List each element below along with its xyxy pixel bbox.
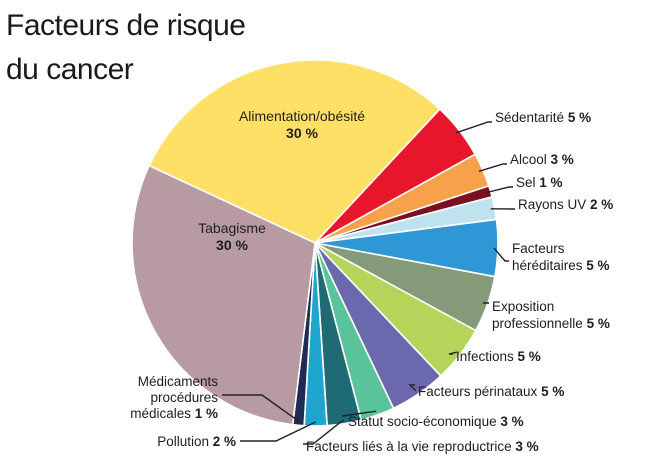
slice-value-rayons-uv: 2 % [590, 197, 613, 212]
leader-line-alcool [478, 163, 507, 172]
leader-lines [222, 121, 515, 445]
slice-label-tabagisme: Tabagisme [198, 220, 266, 236]
slice-value-statut-socio-economique: 3 % [500, 414, 523, 429]
slice-label-rayons-uv: Rayons UV 2 % [518, 197, 613, 212]
slice-value-facteurs-hereditaires: 5 % [586, 258, 609, 273]
slice-value-facteurs-lies-a-la-vie-reproductrice: 3 % [515, 439, 538, 454]
pie-slice-tabagisme [131, 164, 316, 426]
slice-label-medicaments-procedures-medicales-line-2: procédures [150, 390, 218, 405]
slice-value-exposition-professionnelle: 5 % [587, 316, 610, 331]
leader-line-facteurs-hereditaires [493, 247, 509, 262]
leader-line-sel [486, 186, 513, 194]
slice-label-alimentation-obesite: Alimentation/obésité [239, 108, 365, 124]
slice-value-pollution: 2 % [213, 434, 236, 449]
slice-value-tabagisme: 30 % [216, 237, 248, 253]
slice-label-statut-socio-economique: Statut socio-économique 3 % [348, 414, 524, 429]
leader-line-facteurs-lies-a-la-vie-reproductrice [303, 419, 345, 445]
slice-label-infections: Infections 5 % [456, 349, 541, 364]
slice-label-alcool: Alcool 3 % [510, 152, 574, 167]
slice-label-facteurs-hereditaires-line-2: héréditaires 5 % [512, 258, 610, 273]
slice-label-facteurs-lies-a-la-vie-reproductrice: Facteurs liés à la vie reproductrice 3 % [306, 439, 539, 454]
slice-label-facteurs-perinataux: Facteurs périnataux 5 % [418, 384, 564, 399]
slice-label-medicaments-procedures-medicales-line-1: Médicaments [138, 374, 219, 389]
leader-line-pollution [240, 421, 316, 442]
slice-value-alimentation-obesite: 30 % [286, 125, 318, 141]
pie-slice-alimentation-obesite [148, 59, 441, 244]
slice-label-exposition-professionnelle-line-2: professionnelle 5 % [492, 316, 610, 331]
slice-label-sedentarite: Sédentarité 5 % [495, 110, 591, 125]
chart-title-line-2: du cancer [6, 53, 134, 86]
slice-label-sel: Sel 1 % [516, 175, 563, 190]
slice-label-medicaments-procedures-medicales-line-3: médicales 1 % [130, 406, 218, 421]
slice-value-alcool: 3 % [551, 152, 574, 167]
slice-value-infections: 5 % [518, 349, 541, 364]
slice-value-facteurs-perinataux: 5 % [541, 384, 564, 399]
slice-label-pollution: Pollution 2 % [157, 434, 236, 449]
slice-label-facteurs-hereditaires-line-1: Facteurs [512, 241, 565, 256]
leader-line-infections [448, 351, 457, 355]
slice-value-sel: 1 % [539, 175, 562, 190]
slice-value-medicaments-procedures-medicales: 1 % [195, 406, 218, 421]
leader-line-sedentarite [455, 121, 492, 134]
slice-value-sedentarite: 5 % [568, 110, 591, 125]
leader-line-facteurs-perinataux [408, 384, 417, 392]
leader-line-statut-socio-economique [341, 410, 377, 417]
slice-label-exposition-professionnelle-line-1: Exposition [492, 299, 554, 314]
leader-line-medicaments-procedures-medicales [222, 394, 300, 422]
pie-slices [131, 59, 499, 427]
chart-title-line-1: Facteurs de risque [6, 9, 246, 42]
